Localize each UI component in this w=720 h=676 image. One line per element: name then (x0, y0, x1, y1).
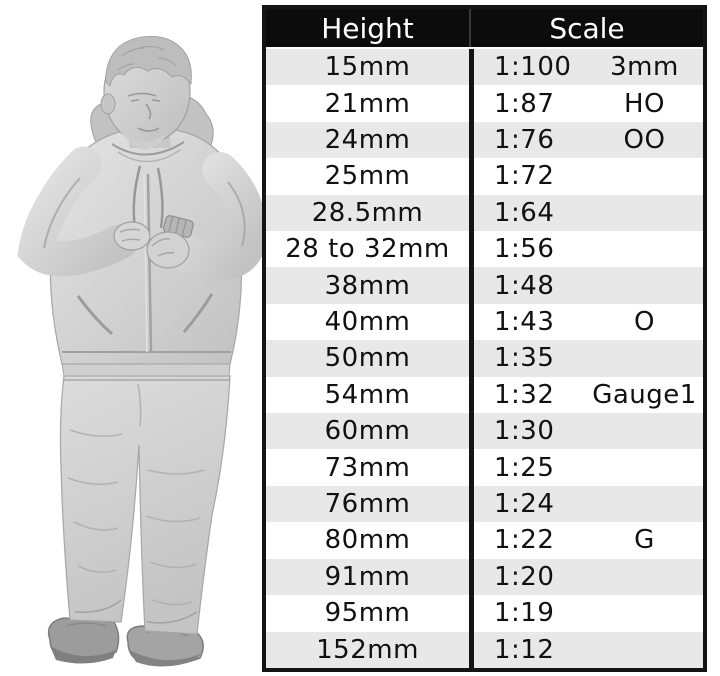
scale-cell: 1:87 HO (469, 85, 703, 122)
scale-cell: 1:25 (469, 449, 703, 486)
scale-cell: 1:56 (469, 231, 703, 268)
scale-ratio: 1:64 (494, 197, 555, 228)
scale-ratio: 1:32 (494, 379, 555, 410)
scale-cell: 1:48 (469, 267, 703, 304)
height-cell: 40mm (324, 307, 411, 338)
table-body: 15mm 1:100 3mm 21mm 1:87 HO 24mm 1:76 OO (266, 49, 703, 668)
height-cell: 50mm (324, 343, 411, 374)
scale-cell: 1:20 (469, 558, 703, 596)
scale-ratio: 1:35 (494, 343, 555, 374)
scale-cell: 1:64 (469, 194, 703, 232)
height-cell: 76mm (324, 489, 411, 520)
scale-cell: 1:32 Gauge1 (469, 376, 703, 414)
height-cell: 80mm (324, 525, 411, 556)
scale-ratio: 1:43 (494, 307, 555, 338)
scale-conversion-table: Height Scale 15mm 1:100 3mm 21mm 1:87 HO… (262, 5, 707, 672)
table-row: 28 to 32mm 1:56 (266, 231, 703, 268)
table-row: 50mm 1:35 (266, 340, 703, 377)
scale-cell: 1:22 G (469, 522, 703, 559)
scale-cell: 1:35 (469, 340, 703, 377)
scale-cell: 1:100 3mm (469, 49, 703, 86)
gauge-name: Gauge1 (592, 379, 697, 410)
scale-ratio: 1:24 (494, 489, 555, 520)
table-header-row: Height Scale (266, 9, 703, 49)
table-row: 24mm 1:76 OO (266, 121, 703, 159)
gauge-name: G (634, 525, 655, 556)
scale-ratio: 1:20 (494, 561, 555, 592)
scale-ratio: 1:56 (494, 234, 555, 265)
height-cell: 73mm (324, 452, 411, 483)
scale-ratio: 1:48 (494, 270, 555, 301)
table-row: 38mm 1:48 (266, 267, 703, 304)
scale-ratio: 1:30 (494, 416, 555, 447)
table-row: 73mm 1:25 (266, 449, 703, 486)
scale-cell: 1:24 (469, 485, 703, 523)
height-cell: 91mm (324, 561, 411, 592)
scale-cell: 1:43 O (469, 303, 703, 341)
scale-cell: 1:72 (469, 158, 703, 195)
scale-cell: 1:12 (469, 631, 703, 668)
table-row: 80mm 1:22 G (266, 522, 703, 559)
height-cell: 38mm (324, 270, 411, 301)
table-row: 54mm 1:32 Gauge1 (266, 376, 703, 414)
scale-ratio: 1:100 (494, 52, 572, 83)
gauge-name: 3mm (610, 52, 679, 83)
table-row: 40mm 1:43 O (266, 303, 703, 341)
height-cell: 24mm (324, 125, 411, 156)
table-row: 95mm 1:19 (266, 595, 703, 632)
table-row: 21mm 1:87 HO (266, 85, 703, 122)
gauge-name: O (634, 307, 655, 338)
gauge-name: HO (623, 88, 665, 119)
scale-ratio: 1:22 (494, 525, 555, 556)
table-row: 91mm 1:20 (266, 558, 703, 596)
scale-ratio: 1:76 (494, 125, 555, 156)
scale-ratio: 1:87 (494, 88, 555, 119)
height-cell: 28.5mm (311, 197, 424, 228)
column-header-height: Height (321, 11, 414, 45)
scale-cell: 1:76 OO (469, 121, 703, 159)
scale-cell: 1:19 (469, 595, 703, 632)
height-cell: 21mm (324, 88, 411, 119)
table-row: 76mm 1:24 (266, 485, 703, 523)
scale-cell: 1:30 (469, 413, 703, 450)
column-header-scale: Scale (469, 9, 703, 47)
figure-3d-scan-man (0, 0, 267, 676)
table-row: 15mm 1:100 3mm (266, 49, 703, 86)
height-cell: 25mm (324, 161, 411, 192)
height-cell: 28 to 32mm (285, 234, 450, 265)
gauge-name: OO (623, 125, 666, 156)
scale-ratio: 1:25 (494, 452, 555, 483)
height-cell: 15mm (324, 52, 411, 83)
height-cell: 54mm (324, 379, 411, 410)
table-row: 25mm 1:72 (266, 158, 703, 195)
3d-scan-man-checking-watch-icon (17, 35, 267, 667)
scale-ratio: 1:19 (494, 598, 555, 629)
height-cell: 60mm (324, 416, 411, 447)
table-row: 152mm 1:12 (266, 631, 703, 668)
table-row: 60mm 1:30 (266, 413, 703, 450)
height-cell: 152mm (316, 634, 419, 665)
table-row: 28.5mm 1:64 (266, 194, 703, 232)
scale-ratio: 1:12 (494, 634, 555, 665)
height-cell: 95mm (324, 598, 411, 629)
scale-ratio: 1:72 (494, 161, 555, 192)
